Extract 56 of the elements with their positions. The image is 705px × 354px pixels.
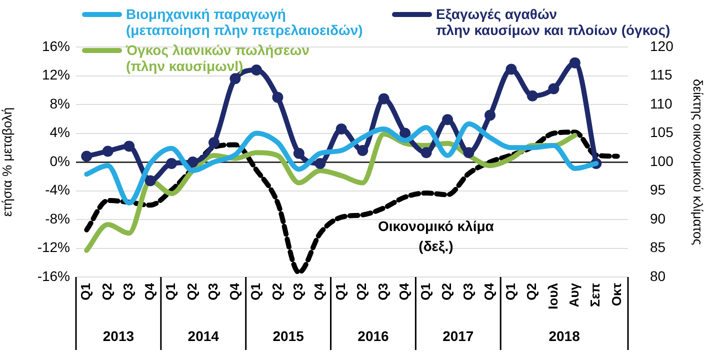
y2-tick-label: 105 [650,124,674,140]
x-tick-label: Q3 [460,283,476,300]
x-tick-label: Q4 [312,282,327,300]
x-tick-label: Q4 [142,282,157,300]
y2-tick-label: 85 [650,239,666,256]
text: 2013 [102,328,134,344]
y2-axis-title: δείκτης οικονομικού κλίματος [690,78,705,246]
x-tick-label: Q1 [332,283,348,300]
legend-label: Όγκος λιανικών πωλήσεων (πλην καυσίμωνl) [126,42,310,74]
annotation: Οικονομικό κλίμα (δεξ.) [378,217,494,256]
x-tick-label: Αυγ [566,282,582,308]
y-tick-label: 4% [50,124,70,140]
x-tick-label: Q2 [439,283,454,300]
text: 2016 [358,328,390,344]
text: 2018 [548,328,580,344]
x-tick-label: Q3 [290,283,306,300]
y2-tick-label: 110 [650,95,673,112]
x-tick-label: Ιουλ [545,282,560,310]
y2-tick-label: 120 [650,38,674,54]
x-tick-label: Q2 [184,283,200,300]
x-tick-label: Q4 [396,282,412,300]
x-tick-label: Q2 [99,283,114,300]
y-tick-label: 8% [50,95,70,112]
text: 2015 [272,328,304,344]
y-tick-label: -8% [45,210,70,226]
x-tick-label: Q2 [524,283,540,300]
y2-tick-label: 90 [650,210,666,226]
x-tick-label: Q1 [163,283,178,300]
x-tick-label: Q2 [354,283,370,300]
y-axis-title: ετήσια % μεταβολή [0,107,14,217]
x-tick-label: Q4 [482,282,497,300]
y2-tick-label: 115 [650,66,673,83]
y2-tick-label: 95 [650,182,666,198]
x-tick-label: Σεπ [588,282,603,307]
x-tick-label: Q1 [78,283,94,300]
x-tick-label: Q1 [418,283,433,300]
x-tick-label: Q4 [226,282,242,300]
legend-label: Βιομηχανική παραγωγή (μεταποίηση πλην πετρελαιοειδών) [126,6,363,38]
x-tick-label: Οκτ [608,282,624,306]
x-tick-label: Q1 [248,283,264,300]
y-tick-label: 0% [50,152,70,169]
legend-label: Εξαγωγές αγαθών πλην καυσίμων και πλοίων (όγκος) [436,6,670,38]
y2-tick-label: 100 [650,152,674,169]
y-tick-label: 16% [42,38,70,54]
x-tick-label: Q2 [269,283,284,300]
text: 2014 [188,328,220,344]
text: 2017 [442,328,474,344]
y-tick-label: 12% [42,66,70,83]
y-tick-label: -16% [37,268,70,284]
x-tick-label: Q3 [375,283,390,300]
x-tick-label: Q1 [502,283,518,300]
y-tick-label: -4% [45,182,70,198]
y-tick-label: -12% [37,239,70,256]
y2-tick-label: 80 [650,268,666,284]
x-tick-label: Q3 [120,283,136,300]
x-tick-label: Q3 [206,283,221,300]
